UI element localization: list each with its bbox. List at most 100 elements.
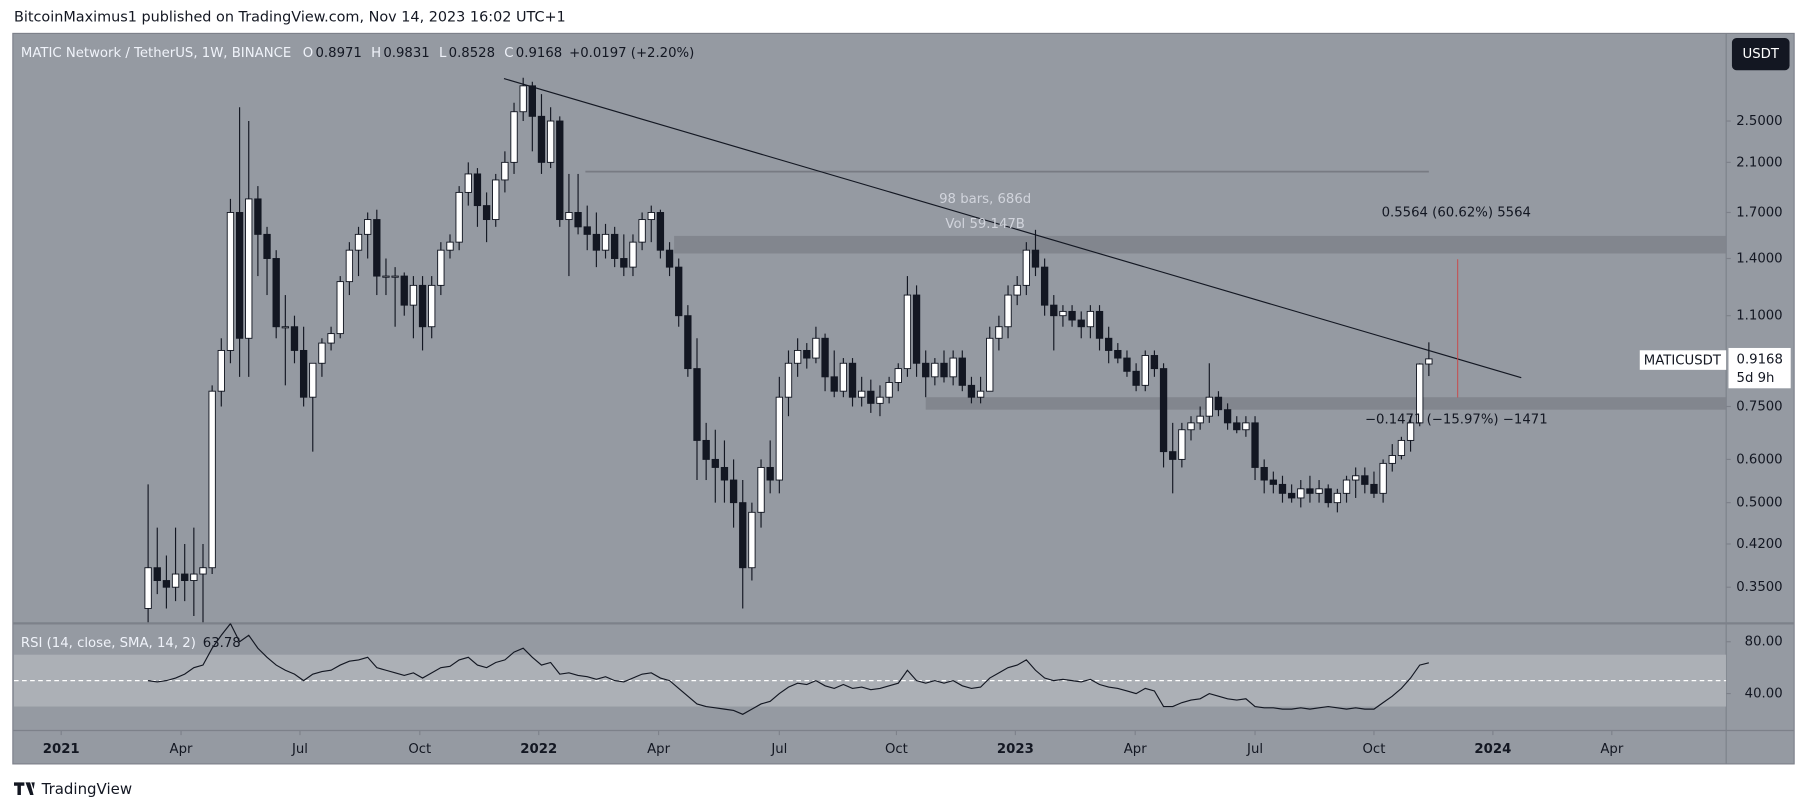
candle-body bbox=[144, 567, 152, 609]
candle-body bbox=[1132, 370, 1140, 386]
candle-body bbox=[400, 275, 408, 306]
currency-label[interactable]: USDT bbox=[1743, 47, 1780, 62]
candle-body bbox=[1242, 422, 1250, 431]
candle-body bbox=[830, 376, 838, 392]
candle-body bbox=[748, 511, 756, 569]
candle-body bbox=[1397, 439, 1406, 456]
candle-body bbox=[181, 573, 189, 581]
x-tick-label: Apr bbox=[1124, 742, 1147, 757]
x-tick-label: 2022 bbox=[520, 742, 557, 757]
annotation: 98 bars, 686d bbox=[939, 192, 1031, 207]
y-tick-label: 0.7500 bbox=[1736, 400, 1782, 415]
candle-body bbox=[775, 396, 783, 481]
candle-body bbox=[876, 396, 884, 404]
candle-body bbox=[1077, 319, 1085, 328]
candle-body bbox=[958, 357, 966, 386]
candle-body bbox=[1205, 396, 1213, 417]
x-tick-label: Apr bbox=[170, 742, 193, 757]
candle-body bbox=[867, 390, 875, 404]
candle-body bbox=[473, 173, 482, 207]
legend-key: H bbox=[371, 46, 381, 61]
trendline bbox=[503, 78, 1522, 379]
legend-key: L bbox=[439, 46, 447, 61]
candle-body bbox=[446, 241, 454, 251]
candle-body bbox=[1013, 284, 1021, 296]
candle-body bbox=[519, 85, 527, 113]
candle-body bbox=[364, 219, 372, 235]
candle-body bbox=[382, 275, 390, 278]
candle-body bbox=[684, 315, 692, 370]
rsi-title-text: RSI (14, close, SMA, 14, 2) bbox=[21, 636, 196, 651]
price-label: 0.9168 bbox=[1737, 352, 1783, 367]
candle-body bbox=[171, 573, 180, 588]
currency-button[interactable] bbox=[1731, 38, 1790, 71]
y-tick-label: 1.7000 bbox=[1736, 205, 1782, 220]
candle-body bbox=[565, 212, 573, 221]
y-tick-label: 0.3500 bbox=[1736, 580, 1782, 595]
annotation: 0.5564 (60.62%) 5564 bbox=[1382, 205, 1531, 220]
y-tick-label: 80.00 bbox=[1745, 635, 1783, 650]
candle-body bbox=[1287, 492, 1296, 499]
candle-body bbox=[162, 580, 171, 588]
symbol-tag: MATICUSDT bbox=[1644, 354, 1722, 369]
zone bbox=[674, 235, 1727, 254]
candle-body bbox=[501, 161, 509, 181]
candle-body bbox=[272, 258, 280, 328]
candle-body bbox=[702, 439, 710, 460]
candle-body bbox=[1223, 409, 1232, 424]
candle-body bbox=[391, 275, 399, 278]
x-tick-label: Oct bbox=[408, 742, 431, 757]
candle-body bbox=[848, 362, 857, 398]
candle-body bbox=[437, 249, 445, 286]
candle-body bbox=[1059, 310, 1067, 317]
x-tick-label: Jul bbox=[770, 742, 787, 757]
candle-body bbox=[1342, 479, 1351, 494]
candle-body bbox=[153, 567, 161, 581]
candle-body bbox=[1297, 488, 1305, 499]
y-tick-label: 2.5000 bbox=[1736, 114, 1782, 129]
candle-body bbox=[803, 349, 811, 359]
x-tick-label: 2024 bbox=[1474, 742, 1511, 757]
zone bbox=[925, 397, 1727, 410]
legend: MATIC Network / TetherUS, 1W, BINANCE O 0.… bbox=[21, 46, 694, 61]
candle-body bbox=[620, 258, 628, 268]
main-pane bbox=[144, 77, 1727, 623]
candle-body bbox=[894, 368, 902, 383]
legend-key: O bbox=[303, 46, 313, 61]
candle-body bbox=[885, 382, 893, 398]
candle-body bbox=[1233, 422, 1241, 431]
candle-body bbox=[967, 384, 976, 398]
candle-body bbox=[629, 241, 637, 268]
candle-body bbox=[1068, 310, 1076, 321]
candle-body bbox=[190, 573, 198, 581]
candle-body bbox=[903, 294, 912, 370]
logo bbox=[13, 782, 35, 796]
candle-body bbox=[922, 362, 930, 378]
candle-body bbox=[1141, 355, 1149, 386]
candle-body bbox=[546, 120, 555, 163]
legend-value: 0.9168 bbox=[516, 46, 562, 61]
candle-body bbox=[345, 249, 354, 283]
candle-body bbox=[1022, 249, 1030, 286]
candle-body bbox=[1251, 422, 1259, 468]
candle-body bbox=[1178, 429, 1186, 460]
candle-body bbox=[976, 390, 985, 398]
candle-body bbox=[1260, 466, 1268, 481]
x-tick-label: 2021 bbox=[43, 742, 80, 757]
candle-body bbox=[1361, 475, 1369, 485]
candle-body bbox=[931, 362, 939, 378]
x-tick-label: Oct bbox=[885, 742, 908, 757]
annotation: Vol 59.147B bbox=[945, 217, 1025, 232]
candle-body bbox=[995, 326, 1003, 339]
candle-body bbox=[1425, 358, 1433, 365]
candle-body bbox=[1187, 422, 1195, 431]
candle-body bbox=[290, 326, 299, 351]
candle-body bbox=[245, 198, 253, 339]
candle-body bbox=[217, 349, 225, 392]
rsi-line bbox=[148, 623, 1430, 715]
candle-body bbox=[1306, 488, 1314, 494]
candle-body bbox=[812, 337, 820, 359]
candle-body bbox=[464, 173, 472, 193]
candle-body bbox=[784, 362, 793, 398]
